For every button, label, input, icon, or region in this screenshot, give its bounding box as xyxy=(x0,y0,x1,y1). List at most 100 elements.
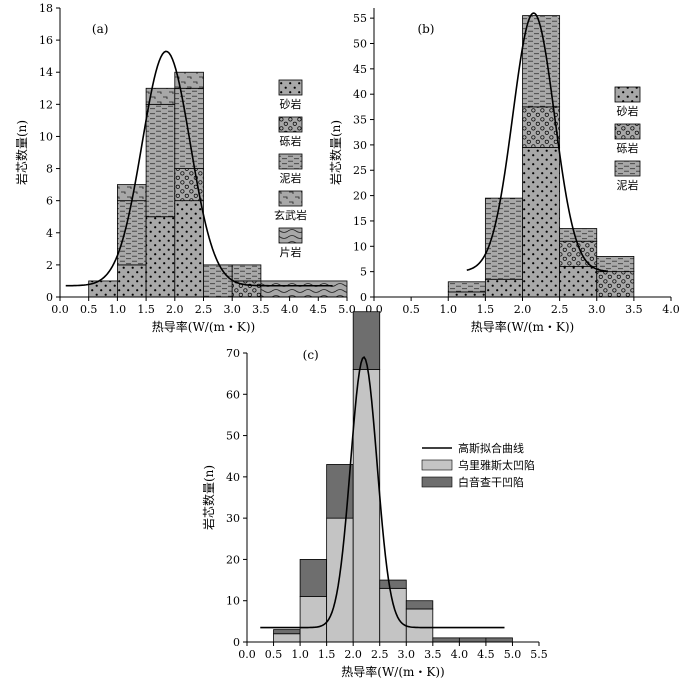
bar-segment-sandstone xyxy=(174,200,204,298)
y-tick-label: 60 xyxy=(226,388,240,401)
bar-segment-sandstone xyxy=(447,291,486,298)
legend-label-conglomerate: 砾岩 xyxy=(617,141,639,155)
y-axis-label: 岩芯数量(n) xyxy=(201,465,216,530)
panel-label: (b) xyxy=(417,22,434,36)
x-tick-label: 0.5 xyxy=(80,303,98,316)
y-tick-label: 5 xyxy=(360,266,367,279)
y-axis-label: 岩芯数量(n) xyxy=(328,120,343,185)
bar-segment-series1 xyxy=(379,579,407,589)
y-tick-label: 4 xyxy=(46,227,53,240)
panel-label: (c) xyxy=(303,348,319,362)
x-tick-label: 3.5 xyxy=(424,648,442,661)
y-tick-label: 40 xyxy=(353,88,367,101)
y-tick-label: 0 xyxy=(46,291,53,304)
legend-label-conglomerate: 砾岩 xyxy=(280,134,302,148)
x-tick-label: 3.0 xyxy=(223,303,241,316)
bar-segment-mudstone xyxy=(231,264,262,282)
bar-segment-mudstone xyxy=(203,264,233,298)
x-tick-label: 3.0 xyxy=(588,303,606,316)
bar-segment-sandstone xyxy=(522,147,561,298)
bar-segment-series1 xyxy=(299,559,328,597)
y-tick-label: 0 xyxy=(233,636,240,649)
y-tick-label: 30 xyxy=(226,512,240,525)
y-tick-label: 20 xyxy=(353,190,367,203)
gaussian-fit-curve xyxy=(65,50,333,287)
bar-segment-mudstone xyxy=(145,103,176,218)
bar-segment-series1 xyxy=(273,629,301,635)
x-tick-label: 4.0 xyxy=(281,303,299,316)
legend-label-sandstone: 砂岩 xyxy=(617,104,639,118)
bar-segment-mudstone xyxy=(174,87,204,169)
bar-segment-mudstone xyxy=(117,200,147,266)
x-tick-label: 1.5 xyxy=(477,303,495,316)
x-tick-label: 3.5 xyxy=(252,303,270,316)
x-tick-label: 1.0 xyxy=(109,303,127,316)
bar-segment-basalt xyxy=(174,71,204,89)
legend-label-sandstone: 砂岩 xyxy=(280,97,302,111)
x-tick-label: 5.0 xyxy=(504,648,522,661)
x-tick-label: 1.0 xyxy=(291,648,309,661)
bar-segment-mudstone xyxy=(559,228,598,242)
chart-panel-c: 0.0 0.5 1.0 1.5 2.0 2.5 3.0 3.5 4.0 4.5 5.0 5.5 0 10 2… xyxy=(201,311,548,679)
legend-label-curve: 高斯拟合曲线 xyxy=(458,441,524,455)
y-tick-label: 35 xyxy=(353,114,367,127)
x-tick-label: 1.5 xyxy=(318,648,336,661)
legend-label-mudstone: 泥岩 xyxy=(617,178,639,192)
legend-swatch-conglomerate xyxy=(278,116,303,133)
legend-label-series1: 白音查干凹陷 xyxy=(458,475,524,489)
legend-swatch-mudstone xyxy=(278,153,303,170)
bar-segment-series0 xyxy=(405,608,434,643)
y-tick-label: 10 xyxy=(226,595,240,608)
x-tick-label: 1.0 xyxy=(440,303,458,316)
bar-segment-mudstone xyxy=(447,281,486,293)
bar-segment-series1 xyxy=(458,637,487,643)
bar-segment-conglomerate xyxy=(231,280,262,298)
legend-swatch-series1 xyxy=(421,476,453,488)
x-tick-label: 4.0 xyxy=(451,648,469,661)
gaussian-fit-curve xyxy=(466,12,608,273)
bar-segment-series0 xyxy=(273,633,301,643)
legend-swatch-sandstone xyxy=(278,79,303,96)
legend-swatch-conglomerate xyxy=(614,123,641,140)
y-tick-label: 12 xyxy=(39,98,53,111)
x-tick-label: 1.5 xyxy=(137,303,155,316)
y-tick-label: 30 xyxy=(353,139,367,152)
x-tick-label: 3.0 xyxy=(398,648,416,661)
x-tick-label: 3.5 xyxy=(625,303,643,316)
panel-label: (a) xyxy=(92,22,109,36)
legend-swatch-mudstone xyxy=(614,160,641,177)
legend-swatch-basalt xyxy=(278,190,303,207)
y-tick-label: 0 xyxy=(360,291,367,304)
bar-segment-series0 xyxy=(352,369,381,643)
x-tick-label: 2.5 xyxy=(551,303,569,316)
y-tick-label: 55 xyxy=(353,12,367,25)
y-tick-label: 6 xyxy=(46,195,53,208)
bar-segment-mudstone xyxy=(596,256,635,273)
bar-segment-series1 xyxy=(432,637,460,643)
bar-segment-sandstone xyxy=(145,216,176,298)
bar-segment-schist xyxy=(260,280,348,298)
x-tick-label: 0.5 xyxy=(265,648,283,661)
legend-swatch-schist xyxy=(278,227,303,244)
y-tick-label: 18 xyxy=(39,2,53,15)
y-tick-label: 70 xyxy=(226,347,240,360)
x-tick-label: 4.5 xyxy=(310,303,328,316)
y-tick-label: 16 xyxy=(39,34,53,47)
x-tick-label: 4.0 xyxy=(662,303,680,316)
bar-segment-conglomerate xyxy=(596,271,635,298)
legend-swatch-sandstone xyxy=(614,86,641,103)
bar-segment-sandstone xyxy=(559,266,598,298)
bar-segment-series0 xyxy=(326,517,354,643)
y-tick-label: 2 xyxy=(46,259,53,272)
x-tick-label: 2.0 xyxy=(514,303,532,316)
bar-segment-conglomerate xyxy=(522,106,561,148)
x-tick-label: 5.5 xyxy=(530,648,548,661)
x-axis-label: 热导率(W/(m・K)) xyxy=(341,664,444,679)
x-tick-label: 2.0 xyxy=(166,303,184,316)
y-tick-label: 10 xyxy=(39,130,53,143)
x-axis-label: 热导率(W/(m・K)) xyxy=(471,319,574,334)
bar-segment-series1 xyxy=(485,637,513,643)
legend-label-mudstone: 泥岩 xyxy=(280,171,302,185)
bar-segment-series0 xyxy=(379,587,407,643)
